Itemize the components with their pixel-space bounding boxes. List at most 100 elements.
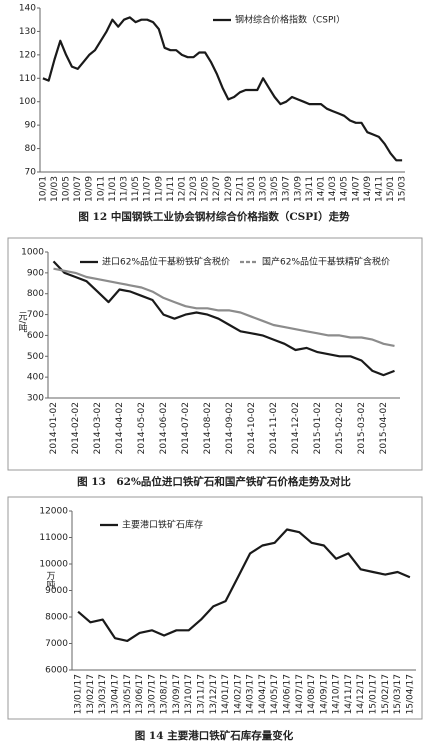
x-tick-label: 2014-10-02: [247, 402, 257, 454]
x-tick-label: 2014-12-02: [291, 402, 301, 454]
x-tick-label: 14/03: [328, 176, 338, 202]
x-tick-label: 14/10/17: [332, 674, 342, 714]
caption: 图 12 中国钢铁工业协会钢材综合价格指数（CSPI）走势: [78, 210, 350, 223]
y-tick-label: 8000: [45, 613, 68, 623]
x-tick-label: 14/03/17: [246, 674, 256, 714]
x-tick-label: 11/11: [166, 176, 176, 202]
y-tick-label: 800: [27, 289, 44, 299]
legend-label: 主要港口铁矿石库存: [122, 519, 203, 531]
y-tick-label: 120: [19, 50, 36, 60]
x-tick-label: 13/11/17: [197, 674, 207, 714]
x-tick-label: 12/07: [212, 176, 222, 202]
y-tick-label: 7000: [45, 639, 68, 649]
x-tick-label: 2014-11-02: [269, 402, 279, 454]
x-tick-label: 15/02/17: [381, 674, 391, 714]
y-tick-label: 80: [25, 144, 37, 154]
x-tick-label: 14/11: [374, 176, 384, 202]
y-tick-label: 600: [27, 331, 44, 341]
x-tick-label: 10/03: [50, 176, 60, 202]
x-tick-label: 13/09/17: [172, 674, 182, 714]
x-tick-label: 2015-03-02: [357, 402, 367, 454]
series-line: [77, 528, 411, 642]
x-tick-label: 13/05/17: [123, 674, 133, 714]
x-tick-label: 14/09: [363, 176, 373, 202]
x-tick-label: 13/01/17: [74, 674, 84, 714]
x-tick-label: 2015-02-02: [335, 402, 345, 454]
x-tick-label: 12/11: [235, 176, 245, 202]
x-tick-label: 15/04/17: [405, 674, 415, 714]
x-tick-label: 13/01: [247, 176, 257, 202]
x-tick-label: 2014-01-02: [49, 402, 59, 454]
x-tick-label: 2014-03-02: [93, 402, 103, 454]
y-tick-label: 500: [27, 352, 44, 362]
x-tick-label: 2014-07-02: [181, 402, 191, 454]
x-tick-label: 10/01: [38, 176, 48, 202]
x-tick-label: 14/01/17: [221, 674, 231, 714]
y-tick-label: 100: [19, 97, 36, 107]
y-tick-label: 110: [19, 74, 36, 84]
x-tick-label: 2014-05-02: [137, 402, 147, 454]
x-tick-label: 13/07: [282, 176, 292, 202]
frame: [7, 237, 423, 471]
x-tick-label: 11/01: [108, 176, 118, 202]
y-tick-label: 140: [19, 4, 36, 14]
x-tick-label: 12/01: [177, 176, 187, 202]
x-tick-label: 14/08/17: [307, 674, 317, 714]
x-tick-label: 13/03/17: [98, 674, 108, 714]
x-tick-label: 14/07/17: [295, 674, 305, 714]
y-tick-label: 1000: [21, 248, 44, 258]
x-tick-label: 13/03: [259, 176, 269, 202]
x-tick-label: 2014-06-02: [159, 402, 169, 454]
x-tick-label: 10/05: [62, 176, 72, 202]
x-tick-label: 10/07: [73, 176, 83, 202]
x-tick-label: 13/10/17: [184, 674, 194, 714]
x-tick-label: 10/09: [85, 176, 95, 202]
x-tick-label: 14/02/17: [233, 674, 243, 714]
x-tick-label: 11/05: [131, 176, 141, 202]
legend-label: 钢材综合价格指数（CSPI）: [235, 14, 345, 26]
frame: [7, 496, 423, 720]
x-tick-label: 2014-02-02: [71, 402, 81, 454]
x-tick-label: 15/01/17: [369, 674, 379, 714]
x-tick-label: 11/03: [120, 176, 130, 202]
y-tick-label: 70: [25, 168, 37, 178]
x-tick-label: 15/03: [398, 176, 408, 202]
x-tick-label: 14/05: [340, 176, 350, 202]
x-tick-label: 13/08/17: [160, 674, 170, 714]
y-tick-label: 900: [27, 268, 44, 278]
x-tick-label: 13/06/17: [135, 674, 145, 714]
caption: 图 13 62%品位进口铁矿石和国产铁矿石价格走势及对比: [77, 475, 351, 488]
y-tick-label: 300: [27, 394, 44, 404]
x-tick-label: 14/09/17: [319, 674, 329, 714]
y-tick-label: 12000: [39, 507, 68, 517]
x-tick-label: 15/03/17: [393, 674, 403, 714]
y-tick-label: 11000: [39, 533, 68, 543]
x-tick-label: 12/09: [224, 176, 234, 202]
x-tick-label: 13/02/17: [86, 674, 96, 714]
x-tick-label: 13/04/17: [111, 674, 121, 714]
x-tick-label: 14/04/17: [258, 674, 268, 714]
x-tick-label: 13/12/17: [209, 674, 219, 714]
x-tick-label: 11/09: [154, 176, 164, 202]
legend-label: 进口62%品位干基粉铁矿含税价: [102, 256, 230, 268]
y-tick-label: 130: [19, 27, 36, 37]
x-tick-label: 13/07/17: [147, 674, 157, 714]
x-tick-label: 2014-04-02: [115, 402, 125, 454]
caption: 图 14 主要港口铁矿石库存量变化: [135, 729, 294, 742]
y-tick-label: 400: [27, 373, 44, 383]
x-tick-label: 12/03: [189, 176, 199, 202]
y-tick-label: 700: [27, 310, 44, 320]
x-tick-label: 13/11: [305, 176, 315, 202]
y-tick-label: 9000: [45, 586, 68, 596]
x-tick-label: 15/01: [386, 176, 396, 202]
y-axis-label: 万吨: [45, 571, 56, 589]
x-tick-label: 2015-01-02: [313, 402, 323, 454]
legend-label: 国产62%品位干基铁精矿含税价: [262, 256, 390, 268]
series-line: [52, 260, 395, 377]
x-tick-label: 10/11: [96, 176, 106, 202]
x-tick-label: 14/05/17: [270, 674, 280, 714]
y-tick-label: 6000: [45, 666, 68, 676]
x-tick-label: 12/05: [201, 176, 211, 202]
y-tick-label: 10000: [39, 560, 68, 570]
